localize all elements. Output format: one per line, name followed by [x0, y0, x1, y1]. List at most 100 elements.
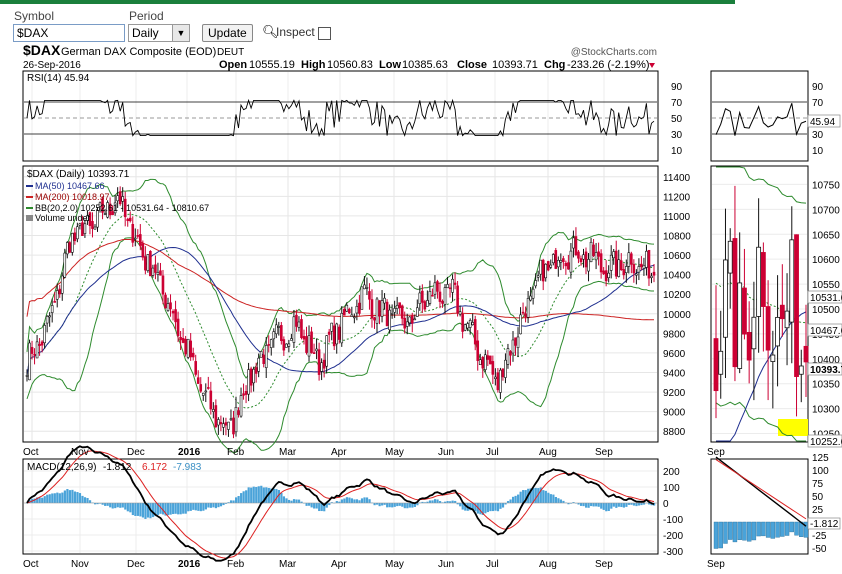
candle-body	[579, 258, 583, 263]
macd-histogram-bar	[36, 497, 39, 503]
chart-name: German DAX Composite (EOD)	[61, 46, 216, 58]
down-arrow-icon	[649, 63, 655, 68]
macd-histogram-bar	[58, 493, 61, 503]
candle-body	[111, 211, 114, 215]
candle-body	[43, 325, 46, 344]
volume-legend: Volume undef	[35, 213, 91, 223]
macd-histogram-bar	[446, 501, 449, 503]
candle-body	[410, 315, 414, 324]
candle-body	[88, 212, 92, 226]
macd-histogram-bar	[517, 494, 520, 503]
candle-body	[483, 354, 487, 370]
zoom-candle-body	[718, 350, 724, 375]
candle-body	[93, 226, 97, 230]
macd-histogram-bar	[647, 503, 651, 505]
candle-body	[383, 297, 386, 304]
month-label: Nov	[71, 447, 89, 458]
candle-body	[76, 226, 79, 240]
macd-histogram-bar	[587, 503, 590, 508]
candle-body	[534, 280, 537, 287]
macd-histogram-bar	[426, 501, 429, 503]
zoom-candle-body	[784, 310, 790, 329]
macd-histogram-bar	[257, 486, 260, 503]
zoom-candle-body	[798, 365, 804, 375]
period-select[interactable]: Daily ▼	[128, 24, 190, 42]
candle-body	[50, 305, 54, 313]
candle-body	[360, 286, 364, 310]
macd-histogram-bar	[189, 503, 192, 511]
macd-histogram-bar	[557, 498, 560, 503]
macd-histogram-bar	[38, 497, 41, 503]
candle-body	[526, 298, 530, 318]
macd-histogram-bar	[204, 503, 207, 510]
candle-body	[642, 264, 646, 269]
macd-histogram-bar	[209, 503, 213, 508]
candle-body	[562, 258, 565, 262]
candle-body	[363, 284, 366, 290]
candle-body	[312, 352, 316, 354]
macd-tick-label: 100	[663, 483, 680, 494]
macd-histogram-bar	[444, 501, 447, 503]
macd-zoom-bar	[751, 521, 757, 541]
candle-body	[516, 336, 520, 348]
macd-zoom-value-tag	[807, 517, 841, 530]
candle-body	[368, 291, 371, 300]
macd-histogram-bar	[250, 487, 253, 503]
macd-histogram-bar	[290, 500, 293, 503]
rsi-zoom-panel	[710, 70, 809, 162]
macd-histogram-bar	[360, 498, 364, 503]
macd-histogram-bar	[612, 503, 615, 507]
price-tick-label: 10000	[663, 310, 691, 321]
macd-histogram-bar	[199, 503, 202, 512]
candle-body	[539, 259, 542, 275]
macd-histogram-bar	[124, 503, 127, 510]
macd-label-prefix: MACD(12,26,9)	[27, 462, 96, 473]
candle-body	[322, 359, 326, 369]
macd-histogram-bar	[139, 503, 142, 517]
candle-body	[393, 308, 396, 313]
candle-body	[602, 270, 605, 275]
zoom-bb-lower	[715, 401, 806, 442]
macd-line	[26, 445, 655, 562]
candle-body	[159, 270, 162, 276]
candle-body	[174, 309, 177, 323]
candle-body	[511, 339, 515, 354]
price-tick-label: 9000	[663, 408, 686, 419]
candle-body	[28, 342, 31, 381]
candle-body	[355, 306, 359, 314]
macd-zoom-bar	[756, 521, 761, 537]
symbol-label: Symbol	[14, 9, 55, 23]
macd-histogram-bar	[423, 502, 427, 503]
candle-body	[181, 338, 185, 343]
candle-body	[353, 316, 356, 319]
macd-histogram-bar	[338, 501, 341, 503]
candle-body	[40, 341, 44, 346]
zoom-candle-body	[789, 239, 795, 323]
candle-body	[650, 275, 653, 278]
candle-body	[398, 302, 401, 309]
macd-histogram-bar	[68, 490, 72, 503]
candle-body	[506, 348, 510, 365]
macd-histogram-bar	[532, 488, 535, 503]
zoom-candle-body	[746, 331, 752, 361]
update-button[interactable]: Update	[202, 24, 253, 42]
zoom-value-tag-text: 10467.66	[810, 326, 842, 337]
macd-histogram-bar	[431, 500, 434, 503]
macd-signal-line	[26, 450, 655, 559]
candle-body	[179, 336, 182, 341]
macd-histogram-bar	[411, 503, 414, 508]
candle-body	[645, 250, 648, 268]
ma50-legend: MA(50) 10467.66	[35, 181, 105, 191]
macd-histogram-bar	[479, 503, 482, 515]
candle-body	[307, 335, 311, 357]
candle-body	[68, 242, 72, 253]
inspect-checkbox[interactable]	[318, 27, 331, 40]
symbol-input[interactable]: $DAX	[13, 24, 125, 42]
macd-zoom-bar	[780, 521, 785, 537]
month-label: Sep	[595, 447, 613, 458]
zoom-candle-body	[737, 282, 743, 369]
zoom-tick-label: 10300	[812, 405, 840, 416]
price-tick-label: 11000	[663, 212, 691, 223]
macd-histogram-bar	[305, 503, 308, 506]
candle-body	[468, 320, 472, 328]
